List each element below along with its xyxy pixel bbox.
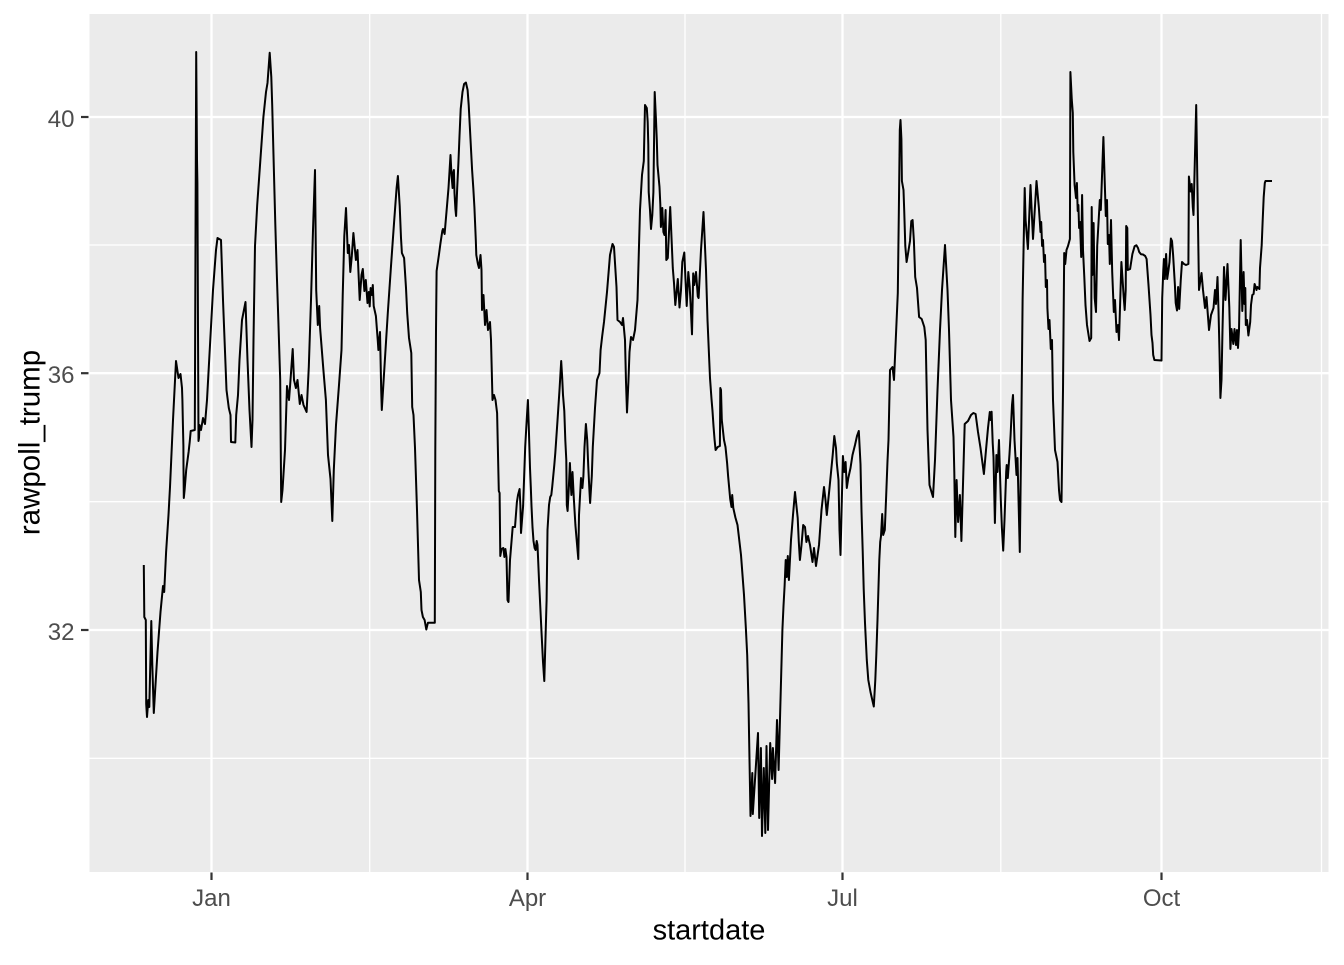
- svg-text:40: 40: [48, 106, 75, 133]
- svg-text:startdate: startdate: [653, 915, 766, 947]
- svg-text:Jan: Jan: [192, 885, 231, 912]
- svg-text:32: 32: [48, 619, 75, 646]
- svg-text:Oct: Oct: [1143, 885, 1181, 912]
- svg-text:Apr: Apr: [509, 885, 546, 912]
- svg-text:Jul: Jul: [827, 885, 858, 912]
- svg-text:36: 36: [48, 362, 75, 389]
- svg-text:rawpoll_trump: rawpoll_trump: [14, 350, 47, 535]
